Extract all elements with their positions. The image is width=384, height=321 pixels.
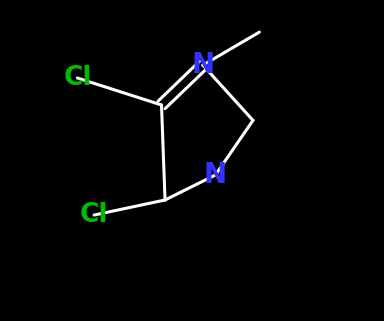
Text: N: N [204,161,227,189]
Text: Cl: Cl [80,202,108,228]
Text: N: N [191,51,215,79]
Text: Cl: Cl [63,65,92,91]
